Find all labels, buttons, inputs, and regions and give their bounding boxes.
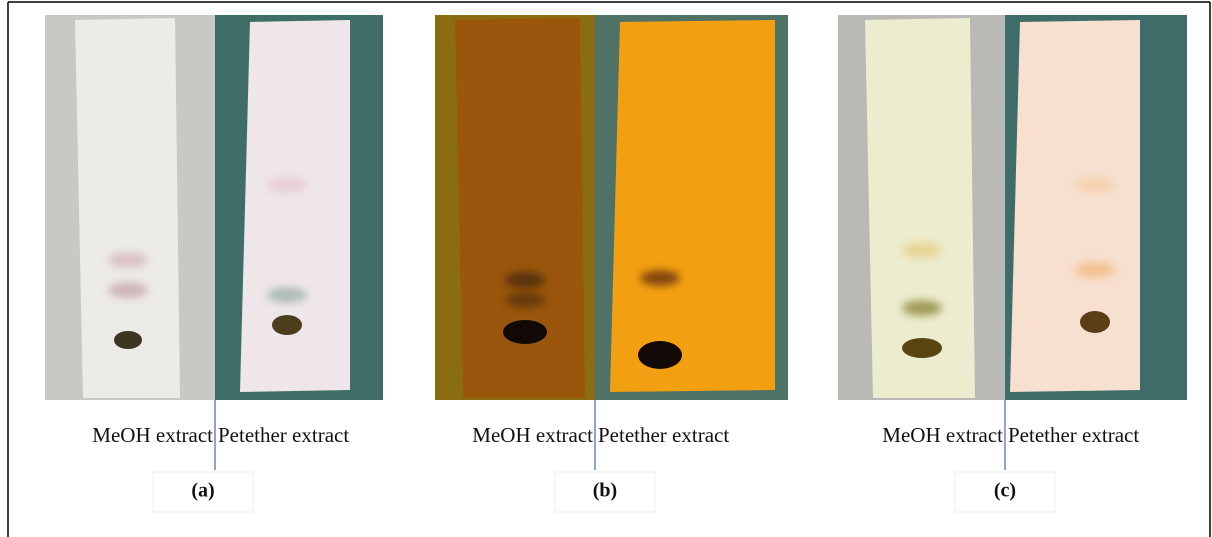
tlc-band	[1075, 262, 1115, 278]
caption: (b)	[593, 480, 617, 502]
tlc-band	[505, 292, 545, 308]
tlc-plate	[1010, 20, 1140, 392]
tlc-spot	[1080, 311, 1110, 333]
tlc-spot	[114, 331, 142, 349]
tlc-plate	[240, 20, 350, 392]
tlc-band	[108, 252, 148, 268]
tlc-band	[902, 242, 942, 258]
tlc-band	[267, 287, 307, 303]
tlc-band	[1075, 177, 1115, 193]
caption: (c)	[994, 480, 1016, 502]
tlc-spot	[638, 341, 682, 369]
right-label: Petether extract	[598, 423, 729, 447]
tlc-spot	[902, 338, 942, 358]
figure: MeOH extractPetether extract(a)MeOH extr…	[0, 0, 1212, 537]
caption: (a)	[191, 480, 214, 502]
tlc-band	[108, 282, 148, 298]
tlc-band	[267, 177, 307, 193]
right-label: Petether extract	[218, 423, 349, 447]
left-label: MeOH extract	[92, 423, 213, 447]
right-label: Petether extract	[1008, 423, 1139, 447]
tlc-spot	[272, 315, 302, 335]
tlc-band	[640, 270, 680, 286]
tlc-plate	[610, 20, 775, 392]
tlc-band	[902, 300, 942, 316]
left-label: MeOH extract	[472, 423, 593, 447]
left-label: MeOH extract	[882, 423, 1003, 447]
tlc-spot	[503, 320, 547, 344]
tlc-band	[505, 272, 545, 288]
